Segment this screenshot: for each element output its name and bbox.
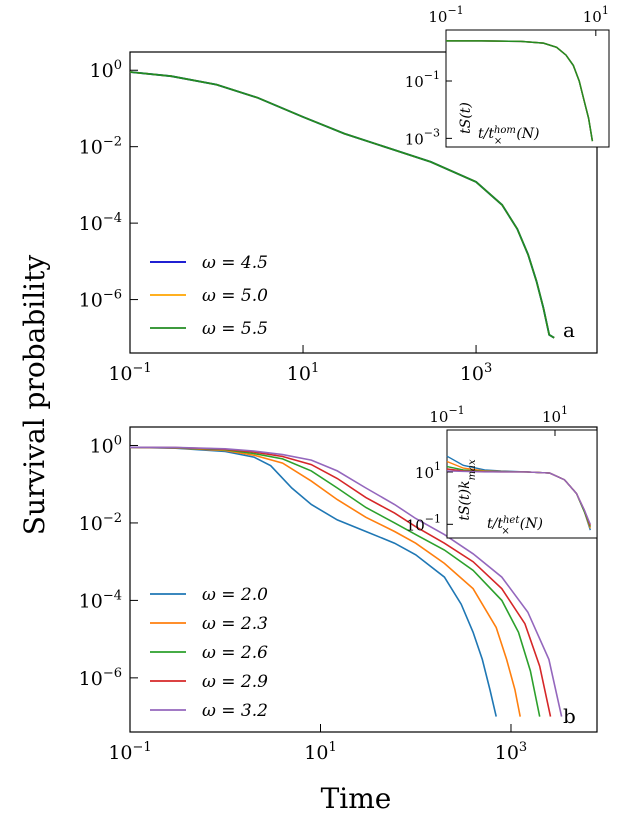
legend-label: ω = 2.9 [202,672,268,692]
panel-a-legend: ω = 4.5 ω = 5.0 ω = 5.5 [150,253,268,339]
legend-label: ω = 5.0 [202,286,268,306]
y-tick-label: 10−2 [79,135,122,159]
series-line [129,446,541,717]
panel-b-inset-lines [446,455,591,531]
panel-b-legend: ω = 2.0 ω = 2.3 ω = 2.6 ω = 2.9 ω = 3.2 [150,585,268,721]
panel-a-inset-ylabel: tS(t) [458,102,474,134]
inset-y-tick-label: 101 [415,460,441,482]
x-tick-label: 10−1 [108,740,151,764]
x-tick-label: 103 [495,740,527,764]
inset-y-tick-label: 10−1 [406,512,441,534]
panel-b-frame [129,426,598,733]
inset-x-tick-label: 101 [583,4,609,26]
series-line [129,446,497,717]
y-tick-label: 10−4 [79,211,122,235]
inset-y-tick-label: 10−1 [405,69,440,91]
panel-a-frame [129,51,598,354]
y-tick-label: 10−6 [79,288,122,312]
x-tick-label: 101 [287,361,319,385]
inset-x-tick-label: 10−1 [428,4,463,26]
panel-a: 10−1 101 103 100 10−2 10−4 10−6 ω = 4.5 ω = 5.0… [79,4,610,385]
panel-a-letter: a [563,318,575,342]
series-line [129,446,521,717]
inset-x-tick-label: 101 [542,404,568,426]
legend-label: ω = 5.5 [202,319,268,339]
panel-b-inset-ticks: 10−1 101 101 10−1 [406,404,568,534]
x-tick-label: 10−1 [108,361,151,385]
x-tick-label: 101 [304,740,336,764]
series-line [129,71,555,339]
panel-a-inset-lines [446,40,594,142]
inset-x-tick-label: 10−1 [429,404,464,426]
inset-line [446,470,591,525]
panel-b-ticks: 10−1 101 103 100 10−2 10−4 10−6 [79,433,528,764]
legend-label: ω = 2.0 [202,585,268,605]
y-tick-label: 10−4 [79,588,122,612]
x-axis-label: Time [321,782,392,815]
panel-b-letter: b [563,704,576,728]
inset-line [446,40,594,142]
legend-label: ω = 2.3 [202,614,268,634]
legend-label: ω = 2.6 [202,643,268,663]
panel-b: 10−1 101 103 100 10−2 10−4 10−6 ω = 2.0 ω = 2.3… [79,404,598,764]
inset-y-tick-label: 10−3 [405,126,440,148]
panel-b-inset-frame [446,429,598,539]
y-tick-label: 100 [90,433,122,457]
x-tick-label: 103 [460,361,492,385]
panel-a-lines [129,71,555,339]
y-tick-label: 100 [90,58,122,82]
y-tick-label: 10−6 [79,666,122,690]
panel-a-ticks: 10−1 101 103 100 10−2 10−4 10−6 [79,58,493,385]
series-line [129,446,563,717]
panel-a-inset-ticks: 10−1 101 10−1 10−3 [405,4,609,148]
legend-label: ω = 3.2 [202,701,268,721]
y-tick-label: 10−2 [79,511,122,535]
panel-b-lines [129,446,563,717]
legend-label: ω = 4.5 [202,253,268,273]
y-axis-label: Survival probability [18,255,51,536]
